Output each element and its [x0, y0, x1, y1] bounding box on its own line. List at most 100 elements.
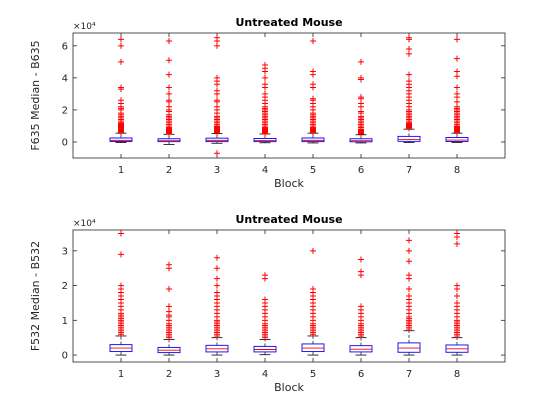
outlier-marker [406, 286, 412, 293]
box-iqr [157, 138, 181, 143]
outlier-marker [310, 286, 316, 293]
outlier-marker [406, 46, 412, 53]
outlier-marker [118, 36, 124, 43]
x-tick-label: 3 [214, 165, 220, 176]
outlier-marker [166, 261, 172, 268]
box-block-1 [109, 36, 133, 143]
top-axes-frame [72, 32, 506, 159]
outlier-marker [454, 293, 460, 299]
x-tick-label: 5 [310, 165, 316, 176]
bottom-x-axis-label: Block [274, 381, 304, 394]
box-block-6 [349, 256, 373, 356]
y-tick-label: 2 [62, 281, 68, 292]
top-y-exponent-label: ×10⁴ [73, 22, 96, 32]
box-iqr [301, 137, 325, 143]
outlier-marker [406, 272, 412, 279]
outlier-marker [214, 265, 220, 272]
x-tick-label: 7 [406, 369, 412, 380]
outlier-marker [454, 240, 460, 247]
outlier-marker [454, 299, 460, 306]
x-tick-label: 1 [118, 369, 124, 380]
outlier-marker [406, 258, 412, 265]
bottom-plot-area [73, 230, 505, 362]
bottom-axes-frame [72, 229, 506, 363]
box-block-6 [349, 58, 373, 144]
outlier-marker [262, 296, 268, 303]
x-tick-label: 4 [262, 369, 268, 380]
x-tick-label: 6 [358, 369, 364, 380]
box-iqr [109, 137, 133, 142]
box-block-4 [253, 272, 277, 356]
box-block-8 [445, 230, 469, 356]
outlier-marker [214, 289, 220, 296]
outlier-marker [166, 308, 172, 315]
outlier-marker [214, 74, 220, 81]
outlier-marker [166, 38, 172, 45]
outlier-marker [214, 275, 220, 282]
outlier-marker [358, 58, 364, 65]
y-tick-label: 2 [62, 105, 68, 116]
outlier-marker [358, 268, 364, 275]
outlier-marker [118, 84, 124, 91]
x-tick-label: 6 [358, 165, 364, 176]
y-tick-label: 0 [62, 137, 68, 148]
outlier-marker [118, 58, 124, 65]
box-iqr [397, 135, 421, 142]
y-tick-label: 3 [62, 246, 68, 257]
outlier-marker [358, 94, 364, 101]
outlier-marker [454, 230, 460, 237]
x-tick-label: 8 [454, 369, 460, 380]
top-chart-title: Untreated Mouse [235, 16, 342, 29]
outlier-marker [454, 55, 460, 62]
outlier-marker [214, 97, 220, 104]
outlier-marker [262, 81, 268, 88]
y-tick-label: 6 [62, 41, 68, 52]
outlier-marker [118, 230, 124, 237]
outlier-marker [454, 90, 460, 97]
top-x-axis-label: Block [274, 177, 304, 190]
outlier-marker [166, 97, 172, 104]
x-tick-label: 2 [166, 369, 172, 380]
outlier-marker [406, 78, 412, 85]
top-plot-area [73, 33, 505, 158]
outlier-marker [406, 71, 412, 78]
outlier-marker [454, 282, 460, 289]
box-block-7 [397, 34, 421, 143]
top-y-axis-label: F635 Median - B635 [29, 40, 42, 150]
outlier-marker [262, 62, 268, 69]
top-boxes [109, 34, 469, 157]
outlier-marker [166, 57, 172, 64]
outlier-marker [214, 282, 220, 289]
outlier-marker [262, 90, 268, 97]
outlier-marker [166, 90, 172, 97]
outlier-marker [166, 286, 172, 293]
box-block-7 [397, 237, 421, 356]
box-block-8 [445, 36, 469, 143]
outlier-marker [310, 247, 316, 254]
outlier-marker [214, 150, 220, 157]
outlier-marker [406, 247, 412, 254]
x-tick-label: 1 [118, 165, 124, 176]
bottom-y-exponent-label: ×10⁴ [73, 219, 96, 229]
outlier-marker [118, 97, 124, 104]
bottom-axis-ticks: 0 1 2 3 1 2 3 4 5 6 7 8 [62, 230, 505, 380]
y-tick-label: 4 [62, 73, 68, 84]
bottom-y-axis-label: F532 Median - B532 [29, 241, 42, 351]
outlier-marker [406, 34, 412, 41]
box-iqr [397, 342, 421, 353]
outlier-marker [454, 84, 460, 91]
x-tick-label: 3 [214, 369, 220, 380]
outlier-marker [310, 38, 316, 45]
outlier-marker [310, 81, 316, 88]
outlier-marker [310, 68, 316, 75]
outlier-marker [166, 84, 172, 91]
x-tick-label: 8 [454, 165, 460, 176]
outlier-marker [262, 272, 268, 279]
box-iqr [205, 137, 229, 143]
outlier-marker [358, 256, 364, 263]
box-block-2 [157, 261, 181, 356]
bottom-chart-title: Untreated Mouse [235, 213, 342, 226]
outlier-marker [406, 237, 412, 244]
top-boxplot: 0 2 4 6 1 2 3 4 5 6 7 8 Untreated Mouse Block F635 … [29, 16, 506, 190]
